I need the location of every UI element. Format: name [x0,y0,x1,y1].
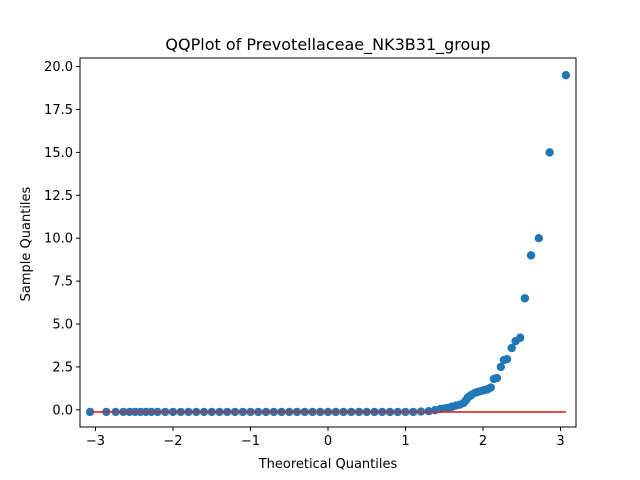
data-point [526,251,536,260]
x-tick-label: 1 [401,434,409,449]
x-tick-label: 3 [556,434,564,449]
data-point [561,70,571,80]
y-axis-title: Sample Quantiles [19,186,34,301]
x-axis-title: Theoretical Quantiles [258,457,398,472]
y-tick-label: 7.5 [52,275,73,290]
y-tick-label: 10.0 [44,232,73,247]
data-point [492,373,502,383]
data-point [502,355,512,364]
data-point [507,343,516,353]
y-tick-label: 15.0 [44,146,73,161]
y-tick-label: 20.0 [44,60,73,75]
data-point [534,234,543,243]
data-point [496,362,506,372]
x-tick-label: 2 [479,434,487,449]
y-tick-label: 0.0 [52,403,73,418]
data-point [545,148,554,157]
y-tick-label: 2.5 [52,360,73,375]
x-tick-label: −1 [241,434,260,449]
x-tick-label: 0 [324,434,332,449]
chart-title: QQPlot of Prevotellaceae_NK3B31_group [165,35,490,55]
y-tick-label: 12.5 [44,189,73,204]
data-point [516,333,525,342]
data-point [486,383,495,392]
y-tick-label: 5.0 [52,318,73,333]
x-tick-label: −3 [86,434,105,449]
x-tick-label: −2 [163,434,182,449]
data-point [520,294,530,303]
axes-frame [79,57,577,428]
y-tick-label: 17.5 [44,103,73,118]
plot-area: −3 −2 −1 0 1 2 3 0.0 2.5 5.0 7.5 10.0 12.5 15.0 17.5 20… [44,57,577,449]
